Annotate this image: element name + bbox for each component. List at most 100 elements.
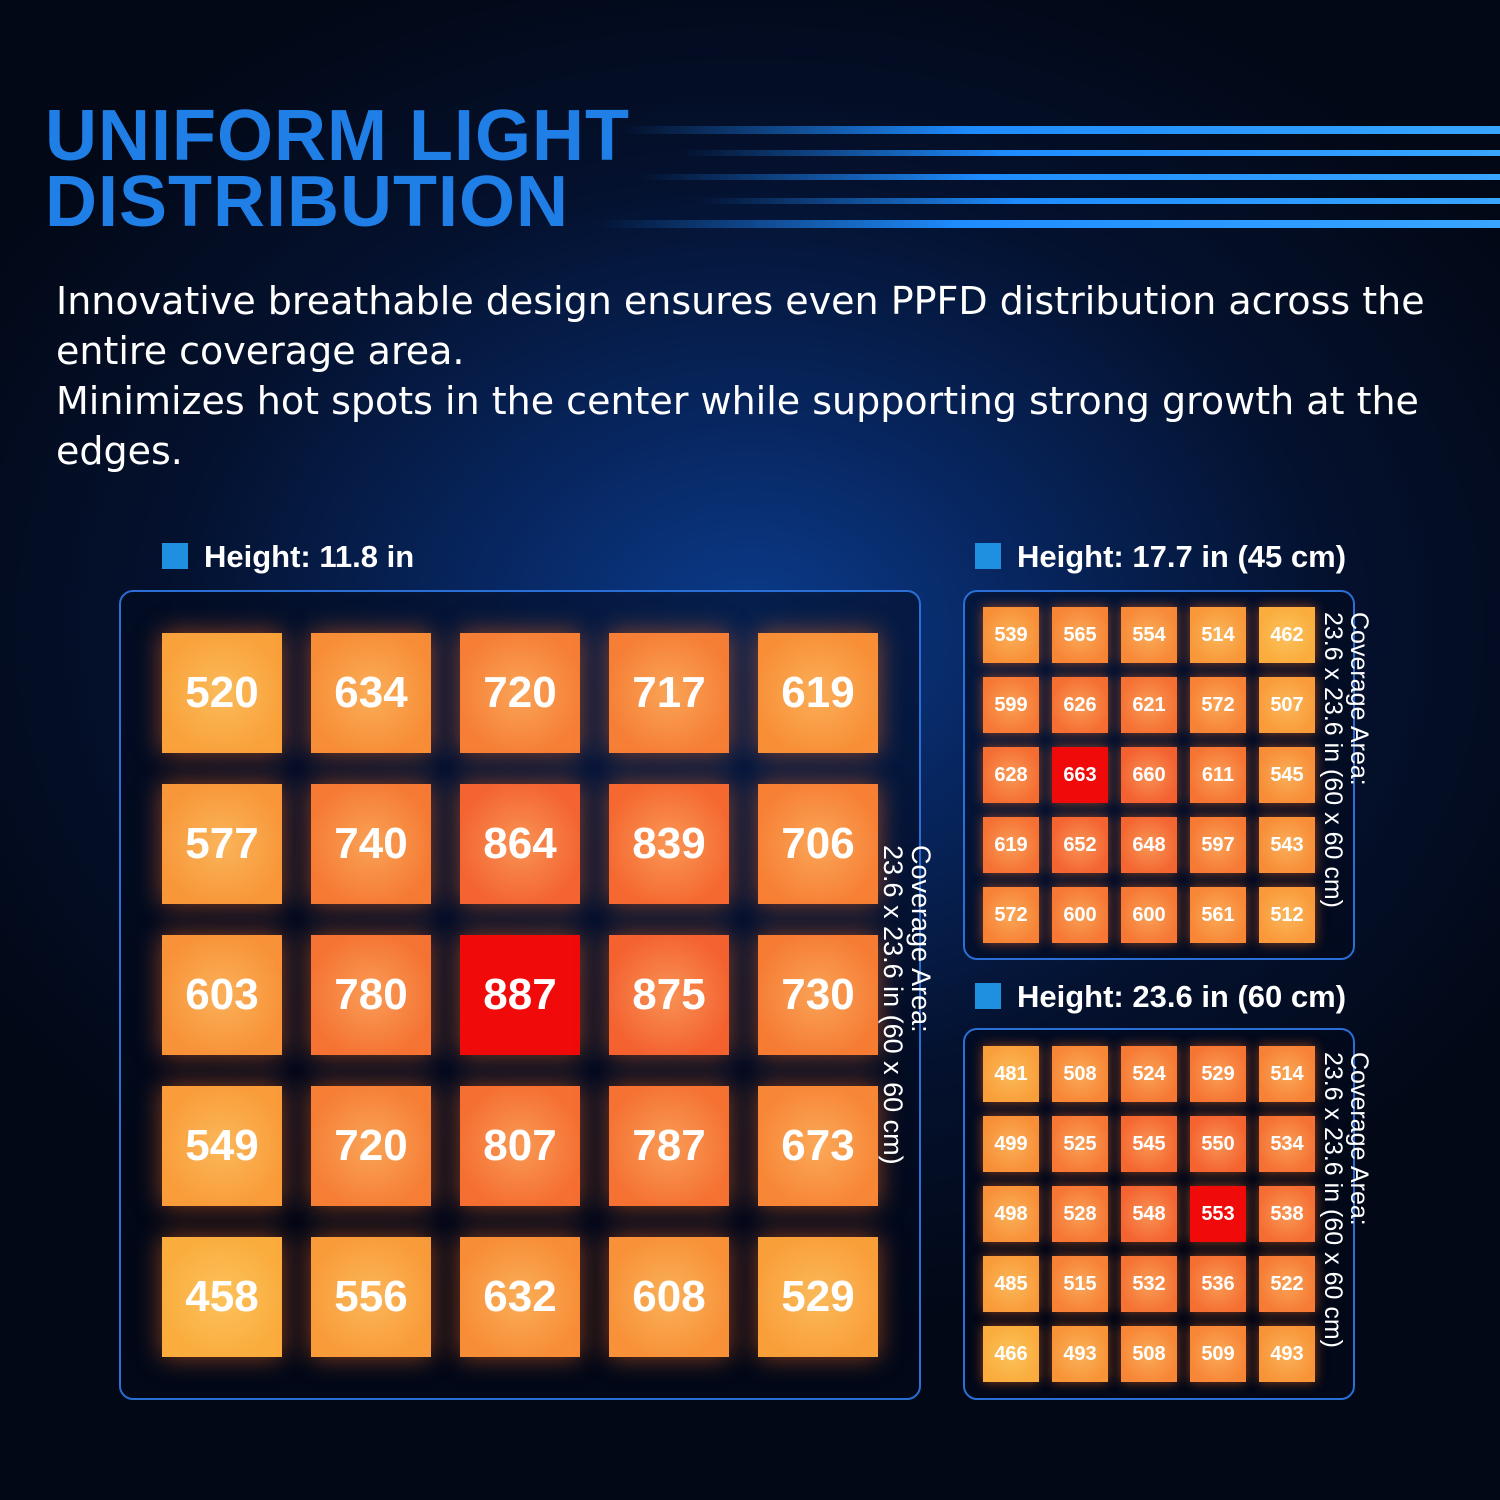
ppfd-cell: 509 (1190, 1326, 1246, 1382)
ppfd-cell: 493 (1259, 1326, 1315, 1382)
ppfd-cell: 524 (1121, 1046, 1177, 1102)
decor-line (700, 198, 1500, 204)
ppfd-cell: 545 (1259, 747, 1315, 803)
ppfd-cell: 514 (1259, 1046, 1315, 1102)
ppfd-cell: 466 (983, 1326, 1039, 1382)
paragraph: Minimizes hot spots in the center while … (56, 379, 1419, 473)
ppfd-cell: 600 (1052, 887, 1108, 943)
ppfd-cell: 720 (460, 633, 580, 753)
title: UNIFORM LIGHT (45, 96, 630, 176)
ppfd-cell: 780 (311, 935, 431, 1055)
ppfd-cell: 619 (758, 633, 878, 753)
ppfd-cell: 787 (609, 1086, 729, 1206)
ppfd-cell: 730 (758, 935, 878, 1055)
ppfd-cell: 508 (1052, 1046, 1108, 1102)
ppfd-cell: 864 (460, 784, 580, 904)
ppfd-cell: 621 (1121, 677, 1177, 733)
ppfd-cell: 553 (1190, 1186, 1246, 1242)
ppfd-cell: 628 (983, 747, 1039, 803)
ppfd-cell: 597 (1190, 817, 1246, 873)
legend-marker (162, 543, 188, 569)
ppfd-cell: 565 (1052, 607, 1108, 663)
ppfd-cell: 887 (460, 935, 580, 1055)
panel-label: Height: 17.7 in (45 cm) (1017, 539, 1347, 574)
ppfd-cell: 548 (1121, 1186, 1177, 1242)
ppfd-cell: 648 (1121, 817, 1177, 873)
ppfd-cell: 532 (1121, 1256, 1177, 1312)
title: DISTRIBUTION (45, 162, 569, 242)
ppfd-cell: 561 (1190, 887, 1246, 943)
ppfd-cell: 807 (460, 1086, 580, 1206)
ppfd-cell: 528 (1052, 1186, 1108, 1242)
ppfd-cell: 512 (1259, 887, 1315, 943)
ppfd-cell: 543 (1259, 817, 1315, 873)
coverage-text: Coverage Area: (906, 845, 936, 1033)
ppfd-cell: 522 (1259, 1256, 1315, 1312)
legend-marker (975, 543, 1001, 569)
ppfd-cell: 660 (1121, 747, 1177, 803)
legend-marker (975, 983, 1001, 1009)
coverage-note: Coverage Area: 23.6 x 23.6 in (60 x 60 cm… (877, 845, 936, 1165)
ppfd-cell: 520 (162, 633, 282, 753)
ppfd-cell: 529 (1190, 1046, 1246, 1102)
decor-line (600, 220, 1500, 228)
ppfd-cell: 706 (758, 784, 878, 904)
ppfd-cell: 508 (1121, 1326, 1177, 1382)
ppfd-cell: 673 (758, 1086, 878, 1206)
ppfd-cell: 498 (983, 1186, 1039, 1242)
ppfd-cell: 529 (758, 1237, 878, 1357)
ppfd-cell: 599 (983, 677, 1039, 733)
coverage-text: 23.6 x 23.6 in (60 x 60 cm) (1318, 1052, 1347, 1348)
ppfd-cell: 554 (1121, 607, 1177, 663)
ppfd-cell: 717 (609, 633, 729, 753)
ppfd-cell: 611 (1190, 747, 1246, 803)
ppfd-cell: 839 (609, 784, 729, 904)
ppfd-cell: 458 (162, 1237, 282, 1357)
ppfd-cell: 514 (1190, 607, 1246, 663)
ppfd-cell: 572 (1190, 677, 1246, 733)
ppfd-cell: 493 (1052, 1326, 1108, 1382)
ppfd-cell: 556 (311, 1237, 431, 1357)
decor-line (640, 174, 1500, 180)
ppfd-cell: 515 (1052, 1256, 1108, 1312)
ppfd-cell: 462 (1259, 607, 1315, 663)
ppfd-cell: 619 (983, 817, 1039, 873)
decor-line (620, 126, 1500, 134)
ppfd-cell: 534 (1259, 1116, 1315, 1172)
ppfd-cell: 632 (460, 1237, 580, 1357)
coverage-note: Coverage Area: 23.6 x 23.6 in (60 x 60 cm… (1318, 1052, 1373, 1348)
coverage-text: Coverage Area: (1345, 612, 1373, 786)
panel-label: Height: 11.8 in (204, 539, 415, 574)
ppfd-cell: 549 (162, 1086, 282, 1206)
ppfd-cell: 577 (162, 784, 282, 904)
ppfd-cell: 507 (1259, 677, 1315, 733)
coverage-text: Coverage Area: (1345, 1052, 1373, 1226)
ppfd-cell: 485 (983, 1256, 1039, 1312)
ppfd-cell: 720 (311, 1086, 431, 1206)
ppfd-cell: 600 (1121, 887, 1177, 943)
coverage-text: 23.6 x 23.6 in (60 x 60 cm) (877, 845, 908, 1165)
ppfd-cell: 740 (311, 784, 431, 904)
ppfd-cell: 626 (1052, 677, 1108, 733)
coverage-text: 23.6 x 23.6 in (60 x 60 cm) (1318, 612, 1347, 908)
ppfd-cell: 499 (983, 1116, 1039, 1172)
ppfd-cell: 538 (1259, 1186, 1315, 1242)
coverage-note: Coverage Area: 23.6 x 23.6 in (60 x 60 cm… (1318, 612, 1373, 908)
ppfd-cell: 536 (1190, 1256, 1246, 1312)
ppfd-cell: 525 (1052, 1116, 1108, 1172)
ppfd-cell: 652 (1052, 817, 1108, 873)
decor-line (680, 150, 1500, 156)
ppfd-cell: 608 (609, 1237, 729, 1357)
ppfd-cell: 875 (609, 935, 729, 1055)
ppfd-cell: 481 (983, 1046, 1039, 1102)
ppfd-cell: 545 (1121, 1116, 1177, 1172)
ppfd-cell: 663 (1052, 747, 1108, 803)
ppfd-cell: 603 (162, 935, 282, 1055)
paragraph: Innovative breathable design ensures eve… (56, 279, 1425, 373)
ppfd-cell: 539 (983, 607, 1039, 663)
ppfd-cell: 550 (1190, 1116, 1246, 1172)
ppfd-cell: 572 (983, 887, 1039, 943)
ppfd-cell: 634 (311, 633, 431, 753)
panel-label: Height: 23.6 in (60 cm) (1017, 979, 1347, 1014)
